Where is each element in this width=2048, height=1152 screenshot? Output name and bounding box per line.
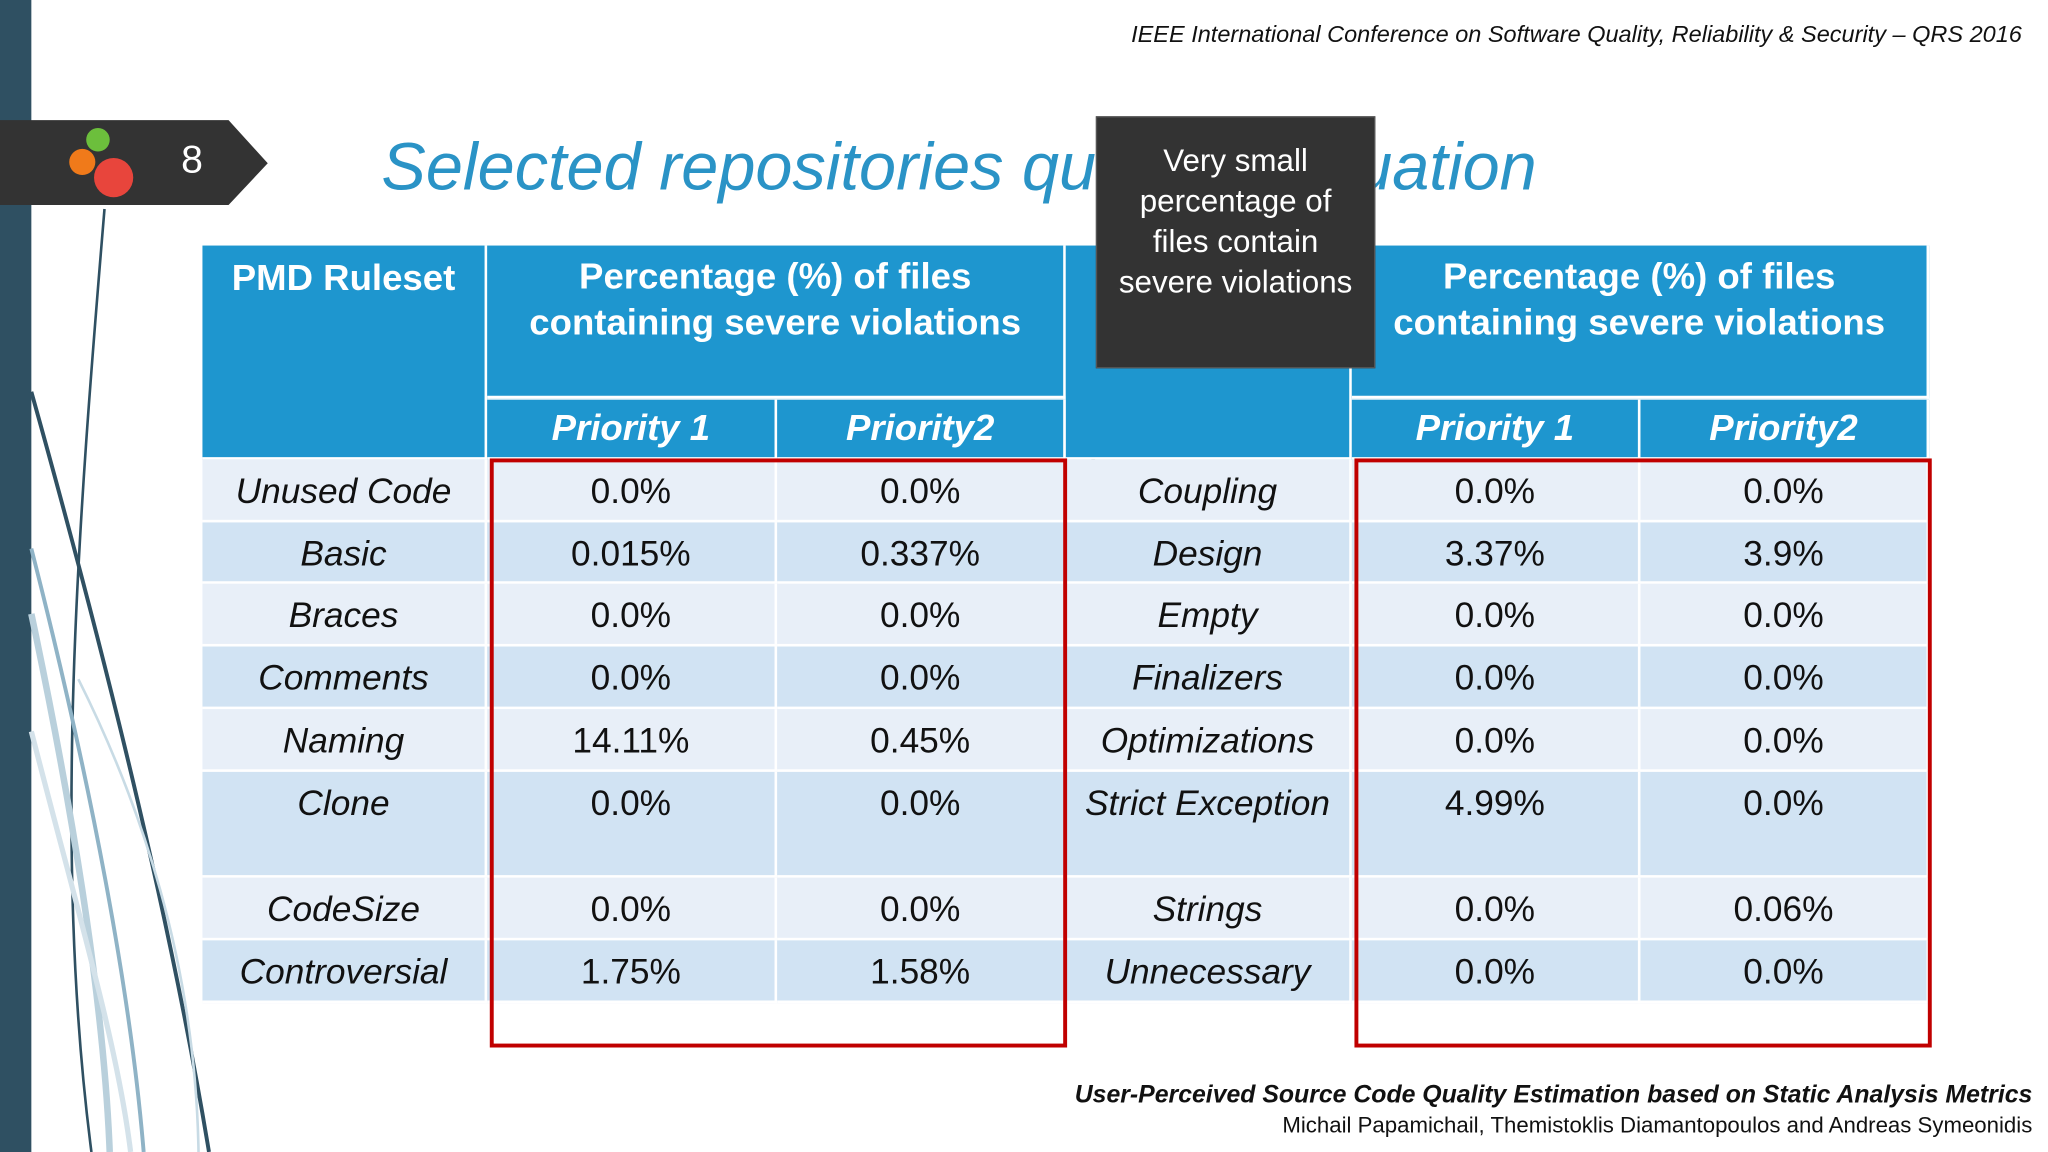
value-cell: 14.11% (487, 709, 778, 772)
header-cell: Percentage (%) of files containing sever… (1351, 245, 1930, 399)
ruleset-name: CodeSize (202, 877, 488, 941)
ruleset-name: Design (1065, 522, 1352, 584)
value-cell: 3.37% (1351, 522, 1641, 584)
value-cell: 0.0% (487, 646, 778, 710)
ruleset-name: Clone (202, 771, 488, 878)
ruleset-name: Comments (202, 646, 488, 710)
value-cell: 0.0% (1351, 709, 1641, 772)
ruleset-name: Basic (202, 522, 488, 584)
authors: Michail Papamichail, Themistoklis Diaman… (1282, 1112, 2033, 1138)
value-cell: 0.0% (487, 583, 778, 647)
ruleset-name: Empty (1065, 583, 1352, 647)
value-cell: 1.58% (777, 940, 1066, 1004)
value-cell: 0.337% (777, 522, 1066, 584)
ruleset-name: Braces (202, 583, 488, 647)
slide-number: 8 (181, 138, 203, 182)
highlight-box (489, 458, 1068, 1048)
value-cell: 0.0% (1640, 940, 1930, 1004)
value-cell: 0.0% (777, 459, 1066, 523)
value-cell: 0.0% (1640, 771, 1930, 878)
value-cell: 0.0% (1351, 583, 1641, 647)
value-cell: 0.0% (1640, 459, 1930, 523)
ruleset-name: Unused Code (202, 459, 488, 523)
value-cell: 0.0% (487, 459, 778, 523)
value-cell: 0.06% (1640, 877, 1930, 941)
value-cell: 0.0% (1640, 646, 1930, 710)
value-cell: 0.0% (487, 877, 778, 941)
table: PMD Ruleset Percentage (%) of files conta… (202, 245, 1930, 1004)
callout: Very small percentage of files contain s… (1095, 116, 1376, 369)
ruleset-name: Coupling (1065, 459, 1352, 523)
ruleset-name: Strings (1065, 877, 1352, 941)
value-cell: 0.0% (1351, 940, 1641, 1004)
value-cell: 0.0% (487, 771, 778, 878)
subheader-cell: Priority 1 (1351, 399, 1641, 460)
value-cell: 4.99% (1351, 771, 1641, 878)
value-cell: 0.015% (487, 522, 778, 584)
header-cell: PMD Ruleset (202, 245, 488, 460)
value-cell: 1.75% (487, 940, 778, 1004)
ruleset-name: Controversial (202, 940, 488, 1004)
value-cell: 0.0% (1351, 646, 1641, 710)
value-cell: 3.9% (1640, 522, 1930, 584)
value-cell: 0.0% (777, 646, 1066, 710)
ruleset-name: Naming (202, 709, 488, 772)
ruleset-name: Strict Exception (1065, 771, 1352, 878)
highlight-box (1354, 458, 1932, 1048)
ruleset-name: Finalizers (1065, 646, 1352, 710)
value-cell: 0.45% (777, 709, 1066, 772)
ruleset-name: Optimizations (1065, 709, 1352, 772)
header-cell: Percentage (%) of files containing sever… (487, 245, 1066, 399)
subheader-cell: Priority 1 (487, 399, 778, 460)
subheader-cell: Priority2 (1640, 399, 1930, 460)
value-cell: 0.0% (1351, 877, 1641, 941)
value-cell: 0.0% (1640, 583, 1930, 647)
value-cell: 0.0% (1640, 709, 1930, 772)
subheader-cell: Priority2 (777, 399, 1066, 460)
ruleset-name: Unnecessary (1065, 940, 1352, 1004)
value-cell: 0.0% (777, 771, 1066, 878)
value-cell: 0.0% (1351, 459, 1641, 523)
conference: IEEE International Conference on Softwar… (1131, 20, 2022, 48)
paper-title: User-Perceived Source Code Quality Estim… (1074, 1081, 2033, 1109)
